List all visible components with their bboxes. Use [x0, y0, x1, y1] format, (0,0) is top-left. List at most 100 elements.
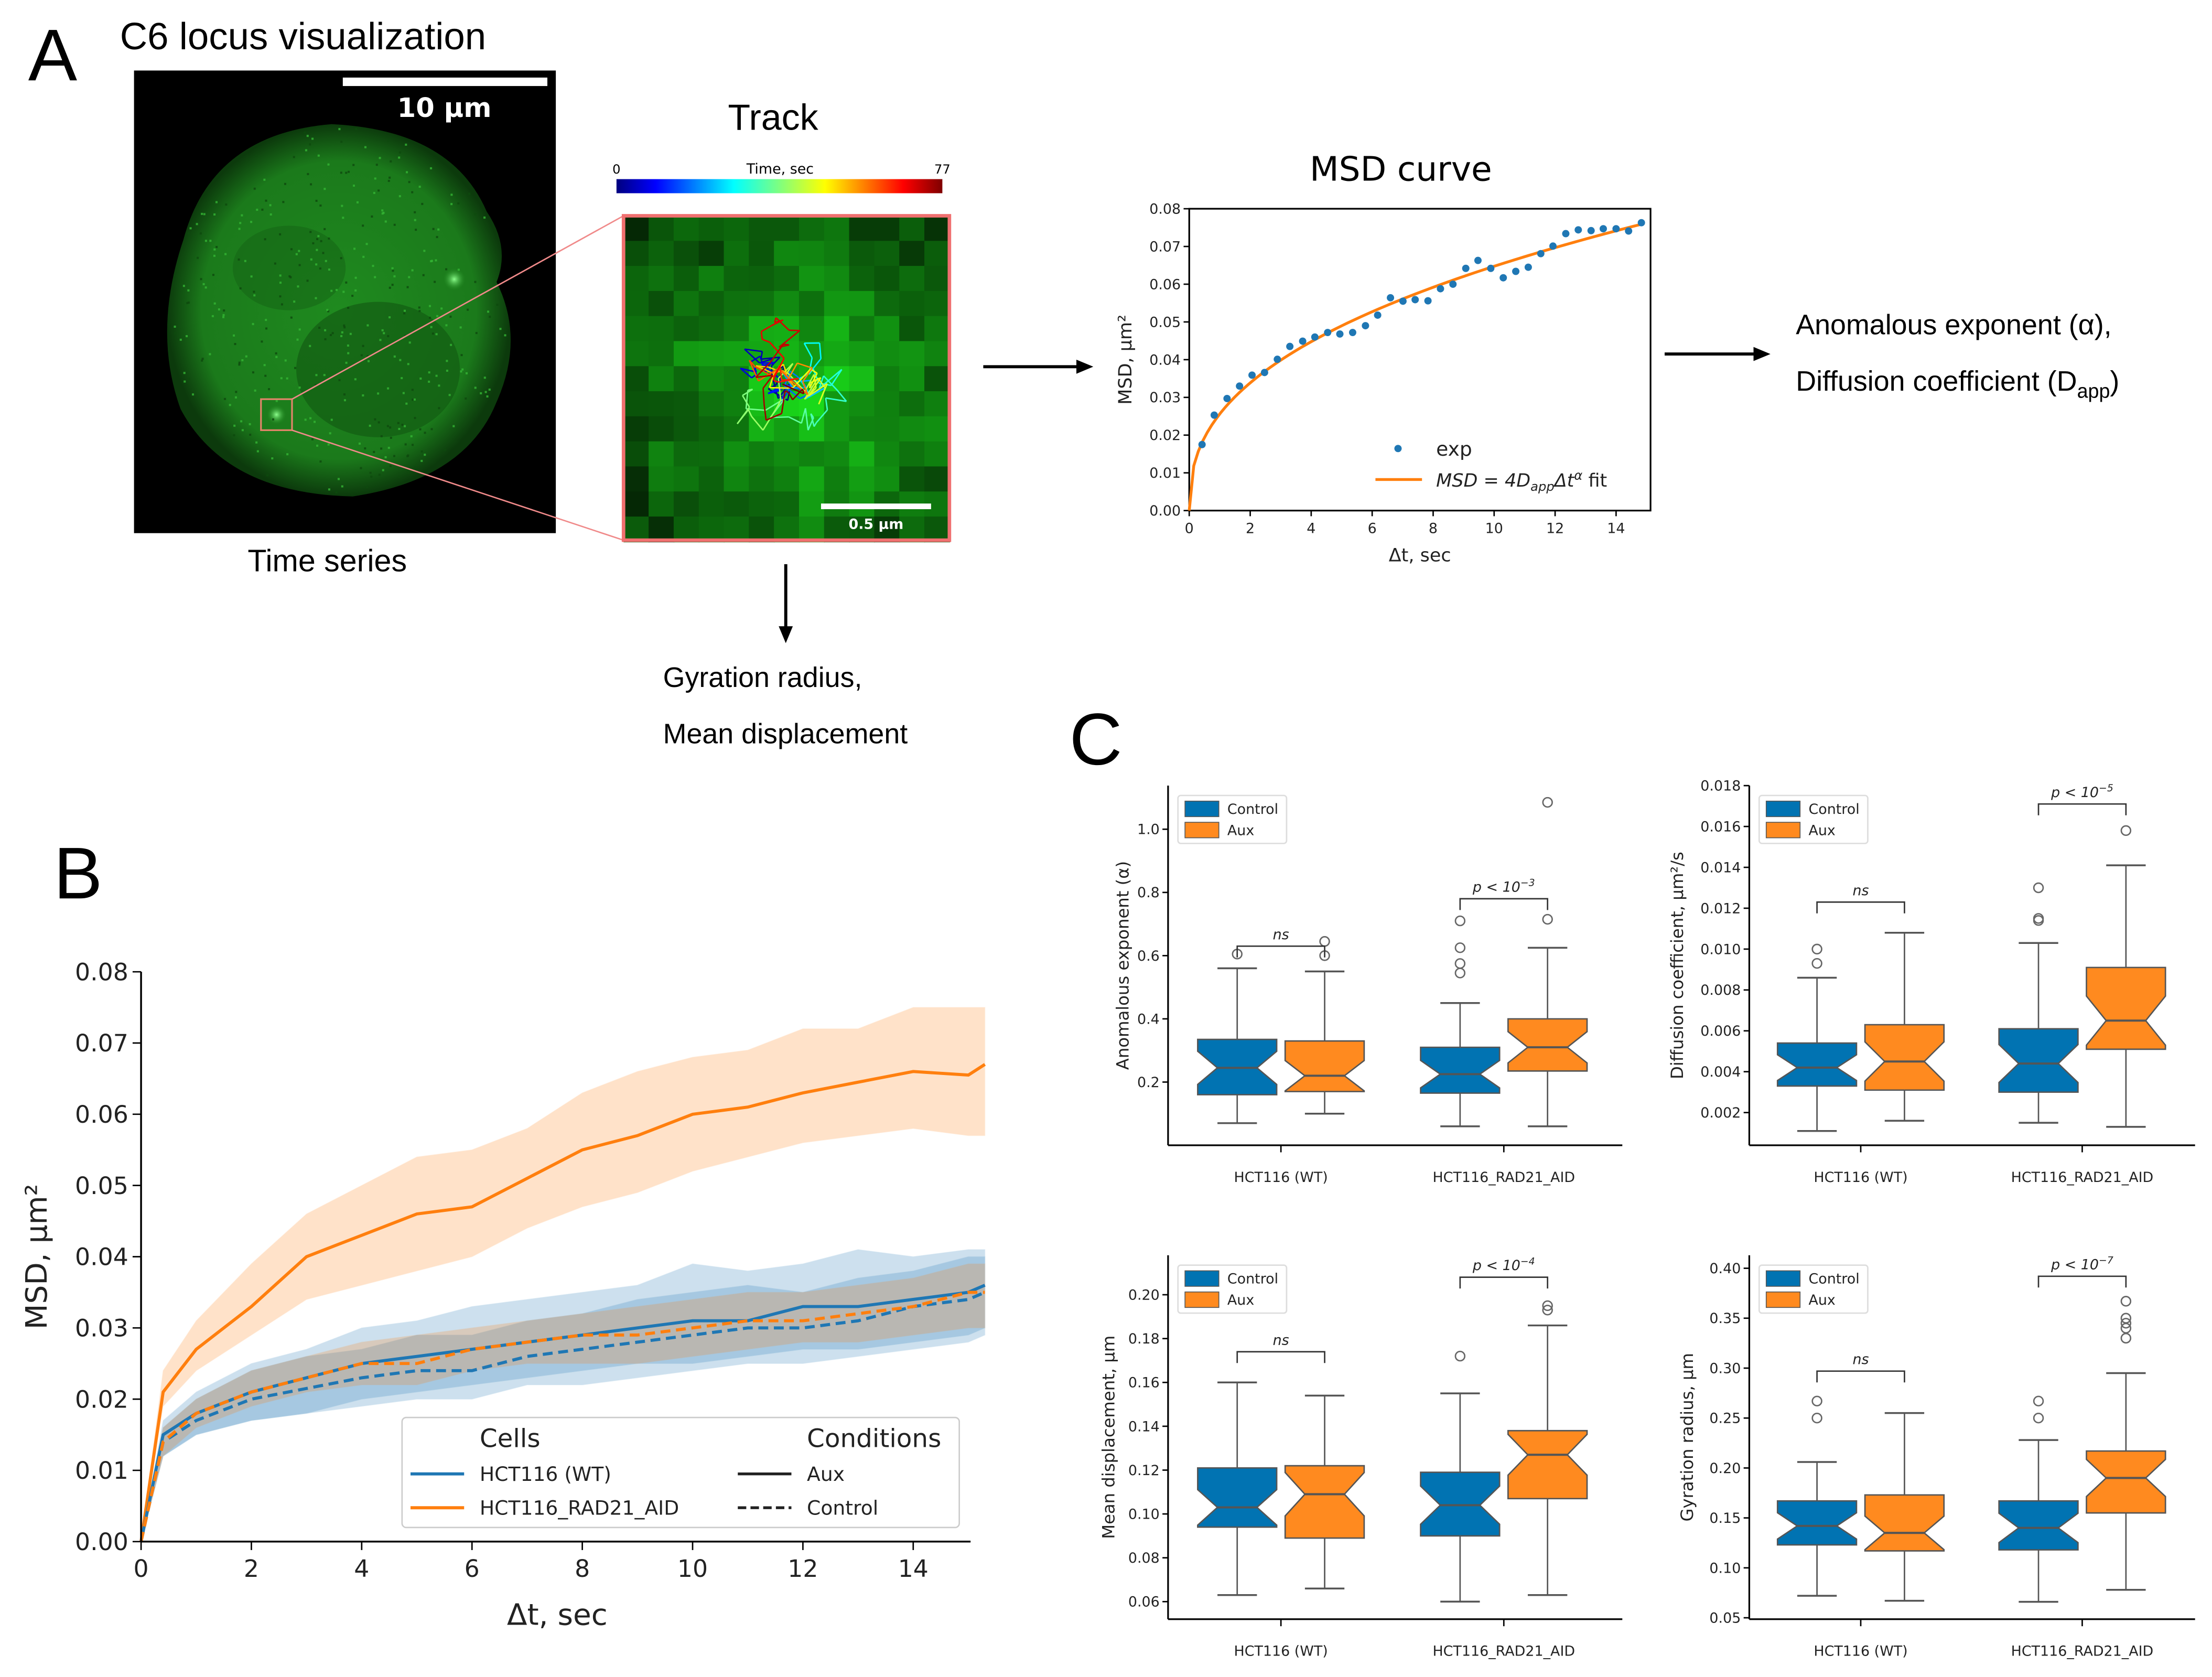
speckle-pixel — [286, 453, 289, 456]
speckle-pixel — [309, 345, 311, 347]
y-axis-label: MSD, μm² — [1115, 315, 1136, 405]
speckle-pixel — [389, 316, 391, 319]
speckle-pixel — [256, 450, 259, 453]
microscopy-caption: Time series — [247, 543, 407, 578]
y-axis-label: Mean displacement, μm — [1099, 1336, 1119, 1539]
speckle-pixel — [435, 259, 437, 262]
speckle-pixel — [372, 265, 374, 267]
speckle-pixel — [327, 310, 330, 313]
track-pixel — [874, 266, 900, 292]
significance-label: p < 10−7 — [2051, 1255, 2113, 1273]
track-pixel — [649, 266, 675, 292]
y-tick-label: 0.02 — [75, 1385, 128, 1413]
outlier-point — [1542, 797, 1553, 808]
track-segment — [804, 408, 809, 431]
scale-bar — [342, 77, 547, 87]
speckle-pixel — [233, 424, 236, 427]
track-pixel — [698, 291, 725, 317]
track-pixel — [673, 391, 700, 417]
y-tick-label: 0.12 — [1128, 1463, 1160, 1479]
track-segment — [754, 368, 757, 373]
speckle-pixel — [241, 214, 243, 217]
speckle-pixel — [380, 435, 383, 437]
arrow-right-icon — [1665, 347, 1771, 361]
mean-displacement-text: Mean displacement — [663, 718, 908, 749]
speckle-pixel — [410, 435, 413, 437]
speckle-pixel — [386, 425, 389, 427]
outlier-point — [1319, 936, 1330, 947]
track-pixel — [924, 266, 951, 292]
speckle-pixel — [389, 465, 392, 467]
track-pixel — [924, 316, 951, 342]
bright-spot — [443, 268, 466, 291]
speckle-pixel — [187, 301, 190, 304]
p-value-text: ns — [1852, 1351, 1869, 1368]
y-tick-label: 0.40 — [1709, 1261, 1741, 1277]
box-control — [1998, 1500, 2079, 1551]
outlier-point — [1811, 943, 1822, 955]
speckle-pixel — [204, 286, 207, 289]
y-axis-label: Diffusion coefficient, μm²/s — [1667, 852, 1687, 1079]
data-point — [1574, 226, 1582, 234]
speckle-pixel — [240, 420, 243, 423]
speckle-pixel — [264, 238, 266, 241]
speckle-pixel — [342, 291, 345, 293]
track-segment — [802, 381, 808, 395]
y-tick-label: 0.012 — [1700, 900, 1741, 917]
track-pixel — [724, 491, 750, 518]
fit-label-part: α — [1574, 468, 1582, 482]
y-axis-label: MSD, μm² — [20, 1184, 54, 1330]
speckle-pixel — [366, 355, 369, 358]
y-tick-label: 0.6 — [1137, 948, 1160, 964]
track-pixel — [774, 216, 800, 242]
charts: MSD curve0.000.010.020.030.040.050.060.0… — [20, 149, 2195, 1660]
y-tick-label: 0.07 — [1149, 239, 1181, 255]
speckle-pixel — [253, 294, 256, 297]
speckle-pixel — [389, 286, 391, 289]
speckle-pixel — [271, 457, 274, 460]
outlier-point — [1542, 1305, 1553, 1316]
speckle-pixel — [448, 394, 451, 396]
x-tick-label: HCT116_RAD21_AID — [1432, 1643, 1575, 1660]
speckle-pixel — [474, 386, 477, 389]
speckle-pixel — [405, 402, 408, 405]
track-pixel — [924, 391, 951, 417]
track-segment — [762, 388, 765, 404]
legend-swatch-aux — [1184, 1291, 1220, 1308]
speckle-pixel — [429, 317, 431, 319]
legend-marker-exp — [1394, 445, 1402, 453]
track-pixel — [623, 441, 650, 467]
data-point — [1311, 333, 1319, 341]
track-segment — [769, 371, 776, 388]
significance-label: ns — [1273, 927, 1289, 943]
x-tick-label: 4 — [1307, 521, 1315, 537]
track-pixel — [673, 466, 700, 492]
track-pixel — [924, 366, 951, 392]
track-segment — [837, 390, 847, 402]
speckle-pixel — [379, 157, 381, 159]
significance-label: ns — [1852, 1351, 1869, 1368]
speckle-pixel — [430, 260, 433, 263]
speckle-pixel — [261, 208, 264, 211]
data-point — [1612, 225, 1620, 233]
speckle-pixel — [378, 474, 381, 476]
series-line — [139, 1291, 985, 1542]
speckle-pixel — [328, 268, 330, 271]
box_mean_displacement-chart: 0.06 0.08 0.10 0.12 0.14 0.16 0.18 0.20 HCT116 (… — [1099, 1255, 1623, 1660]
speckle-pixel — [188, 378, 190, 380]
p-value-exponent: −3 — [1520, 878, 1535, 889]
speckle-pixel — [234, 343, 236, 346]
speckle-pixel — [360, 354, 363, 357]
speckle-pixel — [343, 393, 346, 396]
y-tick-label: 0.00 — [1149, 503, 1181, 519]
y-tick-label: 0.008 — [1700, 982, 1741, 998]
box_gyration-chart: 0.05 0.10 0.15 0.20 0.25 0.30 0.35 0.40 HCT116 (… — [1677, 1255, 2195, 1660]
track-segment — [740, 368, 752, 379]
track-pixel — [698, 517, 725, 543]
speckle-pixel — [351, 295, 354, 297]
speckle-pixel — [402, 392, 405, 394]
confidence-band — [141, 1007, 986, 1542]
speckle-pixel — [366, 324, 369, 327]
track-pixel — [698, 341, 725, 367]
speckle-pixel — [450, 343, 452, 346]
